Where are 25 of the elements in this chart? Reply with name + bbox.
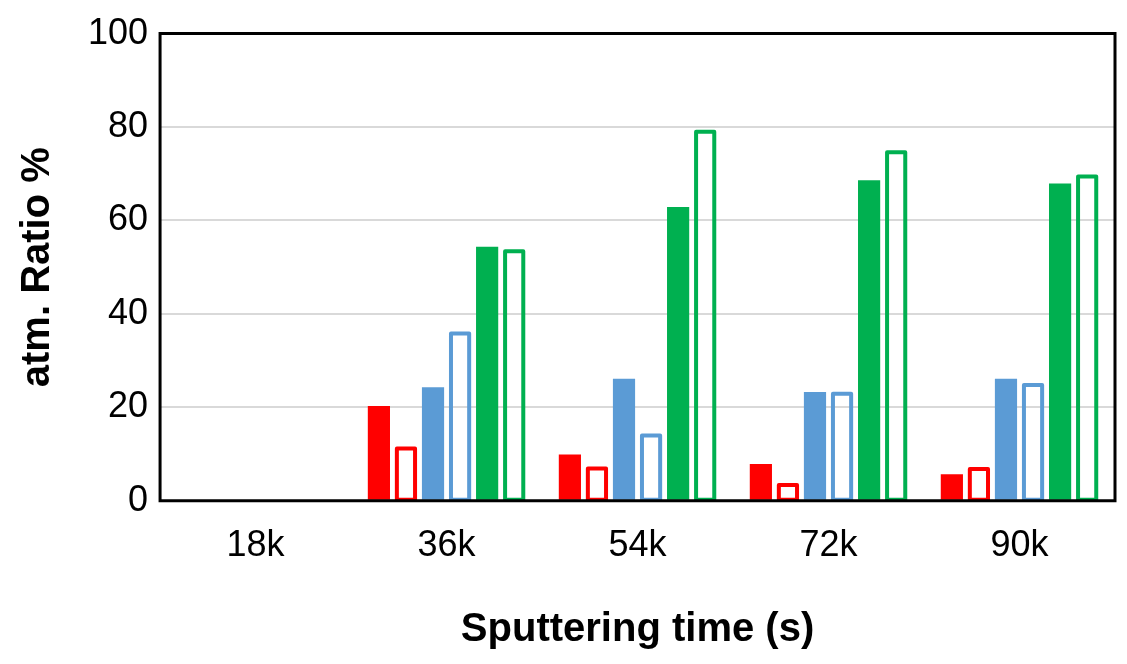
- bar: [749, 463, 772, 500]
- bar: [803, 391, 827, 500]
- bar: [994, 378, 1018, 500]
- bar: [558, 454, 581, 500]
- y-tick-label: 60: [108, 197, 149, 239]
- bar: [612, 378, 636, 500]
- bar: [421, 387, 445, 500]
- x-tick-label: 54k: [608, 523, 668, 565]
- y-tick-label: 0: [128, 477, 149, 519]
- bar: [940, 474, 963, 500]
- x-tick-label: 90k: [990, 523, 1050, 565]
- y-axis-title: atm. Ratio %: [13, 147, 58, 388]
- x-tick-label: 18k: [226, 523, 286, 565]
- y-tick-label: 80: [108, 103, 149, 145]
- bar: [367, 405, 390, 500]
- bar: [476, 246, 499, 500]
- bar: [667, 206, 690, 500]
- y-tick-label: 20: [108, 384, 149, 426]
- x-tick-label: 36k: [417, 523, 477, 565]
- x-axis-title: Sputtering time (s): [460, 605, 815, 650]
- bar: [858, 180, 881, 500]
- y-tick-label: 100: [87, 10, 149, 52]
- x-tick-label: 72k: [799, 523, 859, 565]
- bar: [1049, 183, 1072, 500]
- y-tick-label: 40: [108, 290, 149, 332]
